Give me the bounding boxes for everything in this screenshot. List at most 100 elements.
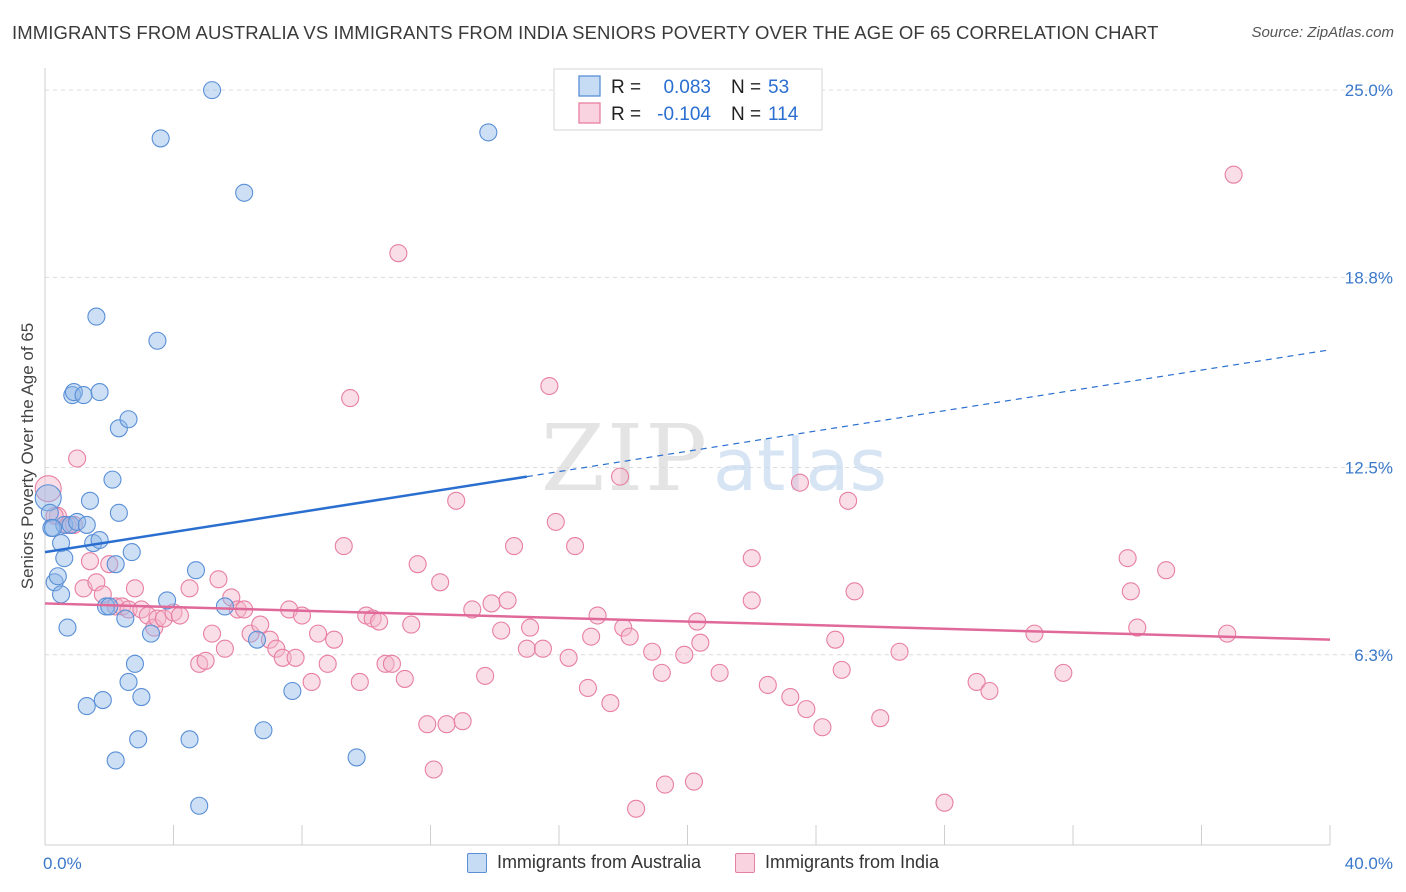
india-point	[215, 639, 234, 658]
india-point	[790, 473, 809, 492]
india-point	[652, 663, 671, 682]
series-india-points	[34, 165, 1243, 818]
australia-point	[74, 386, 93, 405]
trend-lines	[44, 349, 1331, 641]
legend-item-australia[interactable]: Immigrants from Australia	[466, 852, 701, 873]
australia-point	[180, 730, 199, 749]
india-trend-line	[44, 602, 1331, 641]
india-point	[504, 537, 524, 556]
australia-trend-extension	[526, 349, 1331, 478]
australia-point	[203, 81, 222, 100]
australia-point	[132, 687, 151, 707]
india-point	[742, 591, 761, 610]
india-point	[125, 579, 144, 598]
australia-point	[106, 751, 125, 770]
india-point	[453, 712, 472, 731]
india-point	[845, 582, 864, 601]
y-tick-label: 6.3%	[1354, 646, 1393, 665]
australia-point	[122, 543, 141, 562]
india-point	[318, 654, 337, 673]
india-point	[1157, 561, 1176, 580]
series-legend: Immigrants from Australia Immigrants fro…	[0, 852, 1406, 873]
australia-point	[87, 307, 106, 326]
india-point	[68, 449, 87, 468]
india-point	[627, 799, 646, 818]
india-point	[286, 648, 305, 667]
australia-point	[109, 503, 128, 522]
y-tick-label: 12.5%	[1345, 459, 1393, 478]
india-point	[100, 555, 119, 574]
india-point	[742, 549, 761, 568]
india-point	[758, 675, 777, 695]
india-point	[890, 642, 909, 661]
india-point	[251, 615, 270, 634]
india-point	[334, 537, 353, 556]
legend-swatch-india	[735, 852, 755, 873]
axes	[44, 68, 1331, 846]
australia-point	[48, 567, 67, 586]
india-point	[498, 591, 517, 610]
india-point	[540, 376, 559, 396]
india-point	[395, 669, 414, 688]
india-point	[273, 648, 292, 667]
x-tick-label-max: 40.0%	[1345, 854, 1393, 873]
india-point	[267, 639, 286, 658]
legend-item-india[interactable]: Immigrants from India	[735, 852, 939, 873]
india-point	[302, 672, 321, 691]
india-point	[588, 606, 607, 625]
australia-point	[103, 470, 122, 489]
watermark-zip: ZIP	[541, 405, 709, 512]
india-point	[370, 612, 389, 631]
india-point	[476, 666, 495, 685]
india-point	[643, 642, 662, 661]
watermark-atlas: atlas	[713, 423, 887, 507]
india-point	[341, 389, 360, 408]
australia-point	[186, 561, 206, 580]
india-point	[80, 552, 100, 571]
india-point	[482, 594, 501, 613]
australia-point	[141, 624, 161, 643]
india-point	[517, 639, 536, 658]
tick-labels: 6.3% 12.5% 18.8% 25.0% 0.0% 40.0%	[43, 81, 1393, 873]
india-point	[170, 606, 189, 625]
australia-point	[479, 123, 498, 142]
australia-point	[190, 796, 209, 815]
india-point	[620, 627, 639, 646]
india-point	[871, 709, 890, 728]
x-tick-label-min: 0.0%	[43, 854, 82, 873]
india-point	[402, 615, 421, 634]
chart-title: IMMIGRANTS FROM AUSTRALIA VS IMMIGRANTS …	[12, 22, 1159, 43]
india-point	[691, 633, 710, 652]
legend-label-australia: Immigrants from Australia	[496, 852, 701, 872]
india-point	[1118, 549, 1137, 568]
legend-r-value: -0.104	[657, 104, 711, 125]
india-point	[546, 512, 565, 531]
india-point	[559, 648, 578, 667]
india-point	[447, 491, 466, 510]
india-point	[655, 775, 675, 794]
legend-r-value: 0.083	[663, 77, 711, 98]
legend-n-value: 53	[768, 77, 789, 98]
india-point	[408, 555, 427, 574]
australia-point	[90, 530, 109, 550]
india-point	[566, 537, 585, 556]
india-point	[325, 630, 344, 649]
india-point	[148, 609, 167, 628]
india-point	[418, 715, 437, 734]
legend-r-label: R =	[611, 77, 641, 98]
australia-point	[215, 597, 234, 616]
watermark: ZIP atlas	[541, 405, 887, 512]
india-point	[382, 654, 402, 673]
india-point	[203, 624, 222, 643]
india-point	[980, 681, 999, 701]
australia-point	[119, 410, 138, 429]
australia-point	[58, 618, 77, 637]
y-tick-label: 25.0%	[1345, 81, 1393, 100]
india-point	[1218, 624, 1237, 643]
gridlines	[45, 89, 1390, 656]
australia-trend-line	[44, 475, 528, 554]
india-point	[209, 570, 228, 589]
india-point	[1054, 663, 1073, 682]
legend-swatch	[578, 75, 601, 97]
